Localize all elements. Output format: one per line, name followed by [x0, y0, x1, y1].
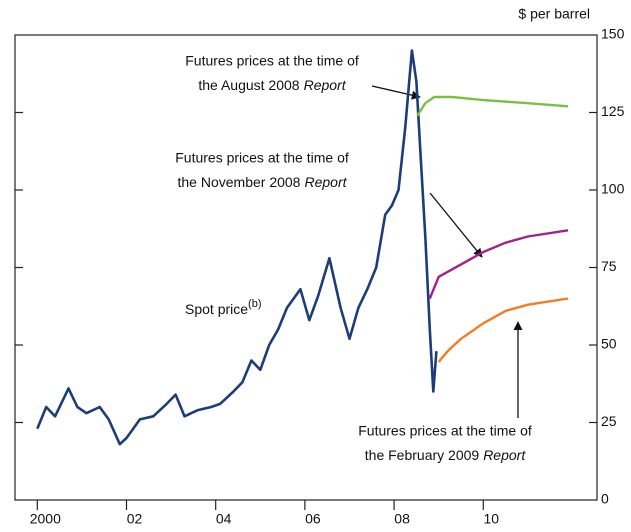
series-label-name: Spot price	[185, 301, 248, 317]
series-line	[437, 297, 569, 363]
annotation-italic: Report	[304, 77, 347, 93]
annotation-text: the August 2008 Report	[198, 77, 346, 93]
series-line	[416, 95, 569, 117]
y-tick-label: 50	[601, 336, 617, 352]
y-tick-label: 100	[601, 181, 625, 197]
annotation-text: Futures prices at the time of	[358, 423, 532, 439]
series-label-sup: (b)	[248, 298, 261, 310]
annotation-italic: Report	[483, 447, 526, 463]
x-tick-label: 04	[216, 511, 232, 527]
annotation-text: the August 2008	[198, 77, 299, 93]
x-tick-label: 2000	[30, 511, 61, 527]
x-tick-label: 08	[394, 511, 410, 527]
annotation-arrow	[371, 85, 421, 100]
annotation-text: the November 2008	[178, 174, 301, 190]
y-tick-label: 25	[601, 413, 617, 429]
annotation-text: the November 2008 Report	[178, 174, 348, 190]
annotation-text: the February 2009	[365, 447, 480, 463]
y-tick-label: 0	[601, 491, 609, 507]
series-line	[428, 229, 569, 299]
series-label: Spot price(b)	[185, 298, 262, 317]
y-tick-label: 75	[601, 258, 617, 274]
x-tick-label: 06	[305, 511, 321, 527]
annotation-text: Futures prices at the time of	[175, 150, 349, 166]
y-tick-label: 125	[601, 103, 625, 119]
annotation-text: Futures prices at the time of	[185, 53, 359, 69]
annotation-italic: Report	[304, 174, 347, 190]
unit-label: $ per barrel	[518, 6, 590, 22]
y-tick-label: 150	[601, 26, 625, 42]
x-tick-label: 02	[127, 511, 143, 527]
series-line	[36, 49, 438, 446]
x-tick-label: 10	[483, 511, 499, 527]
annotation-text: the February 2009 Report	[365, 447, 527, 463]
annotation-arrow	[429, 192, 483, 258]
